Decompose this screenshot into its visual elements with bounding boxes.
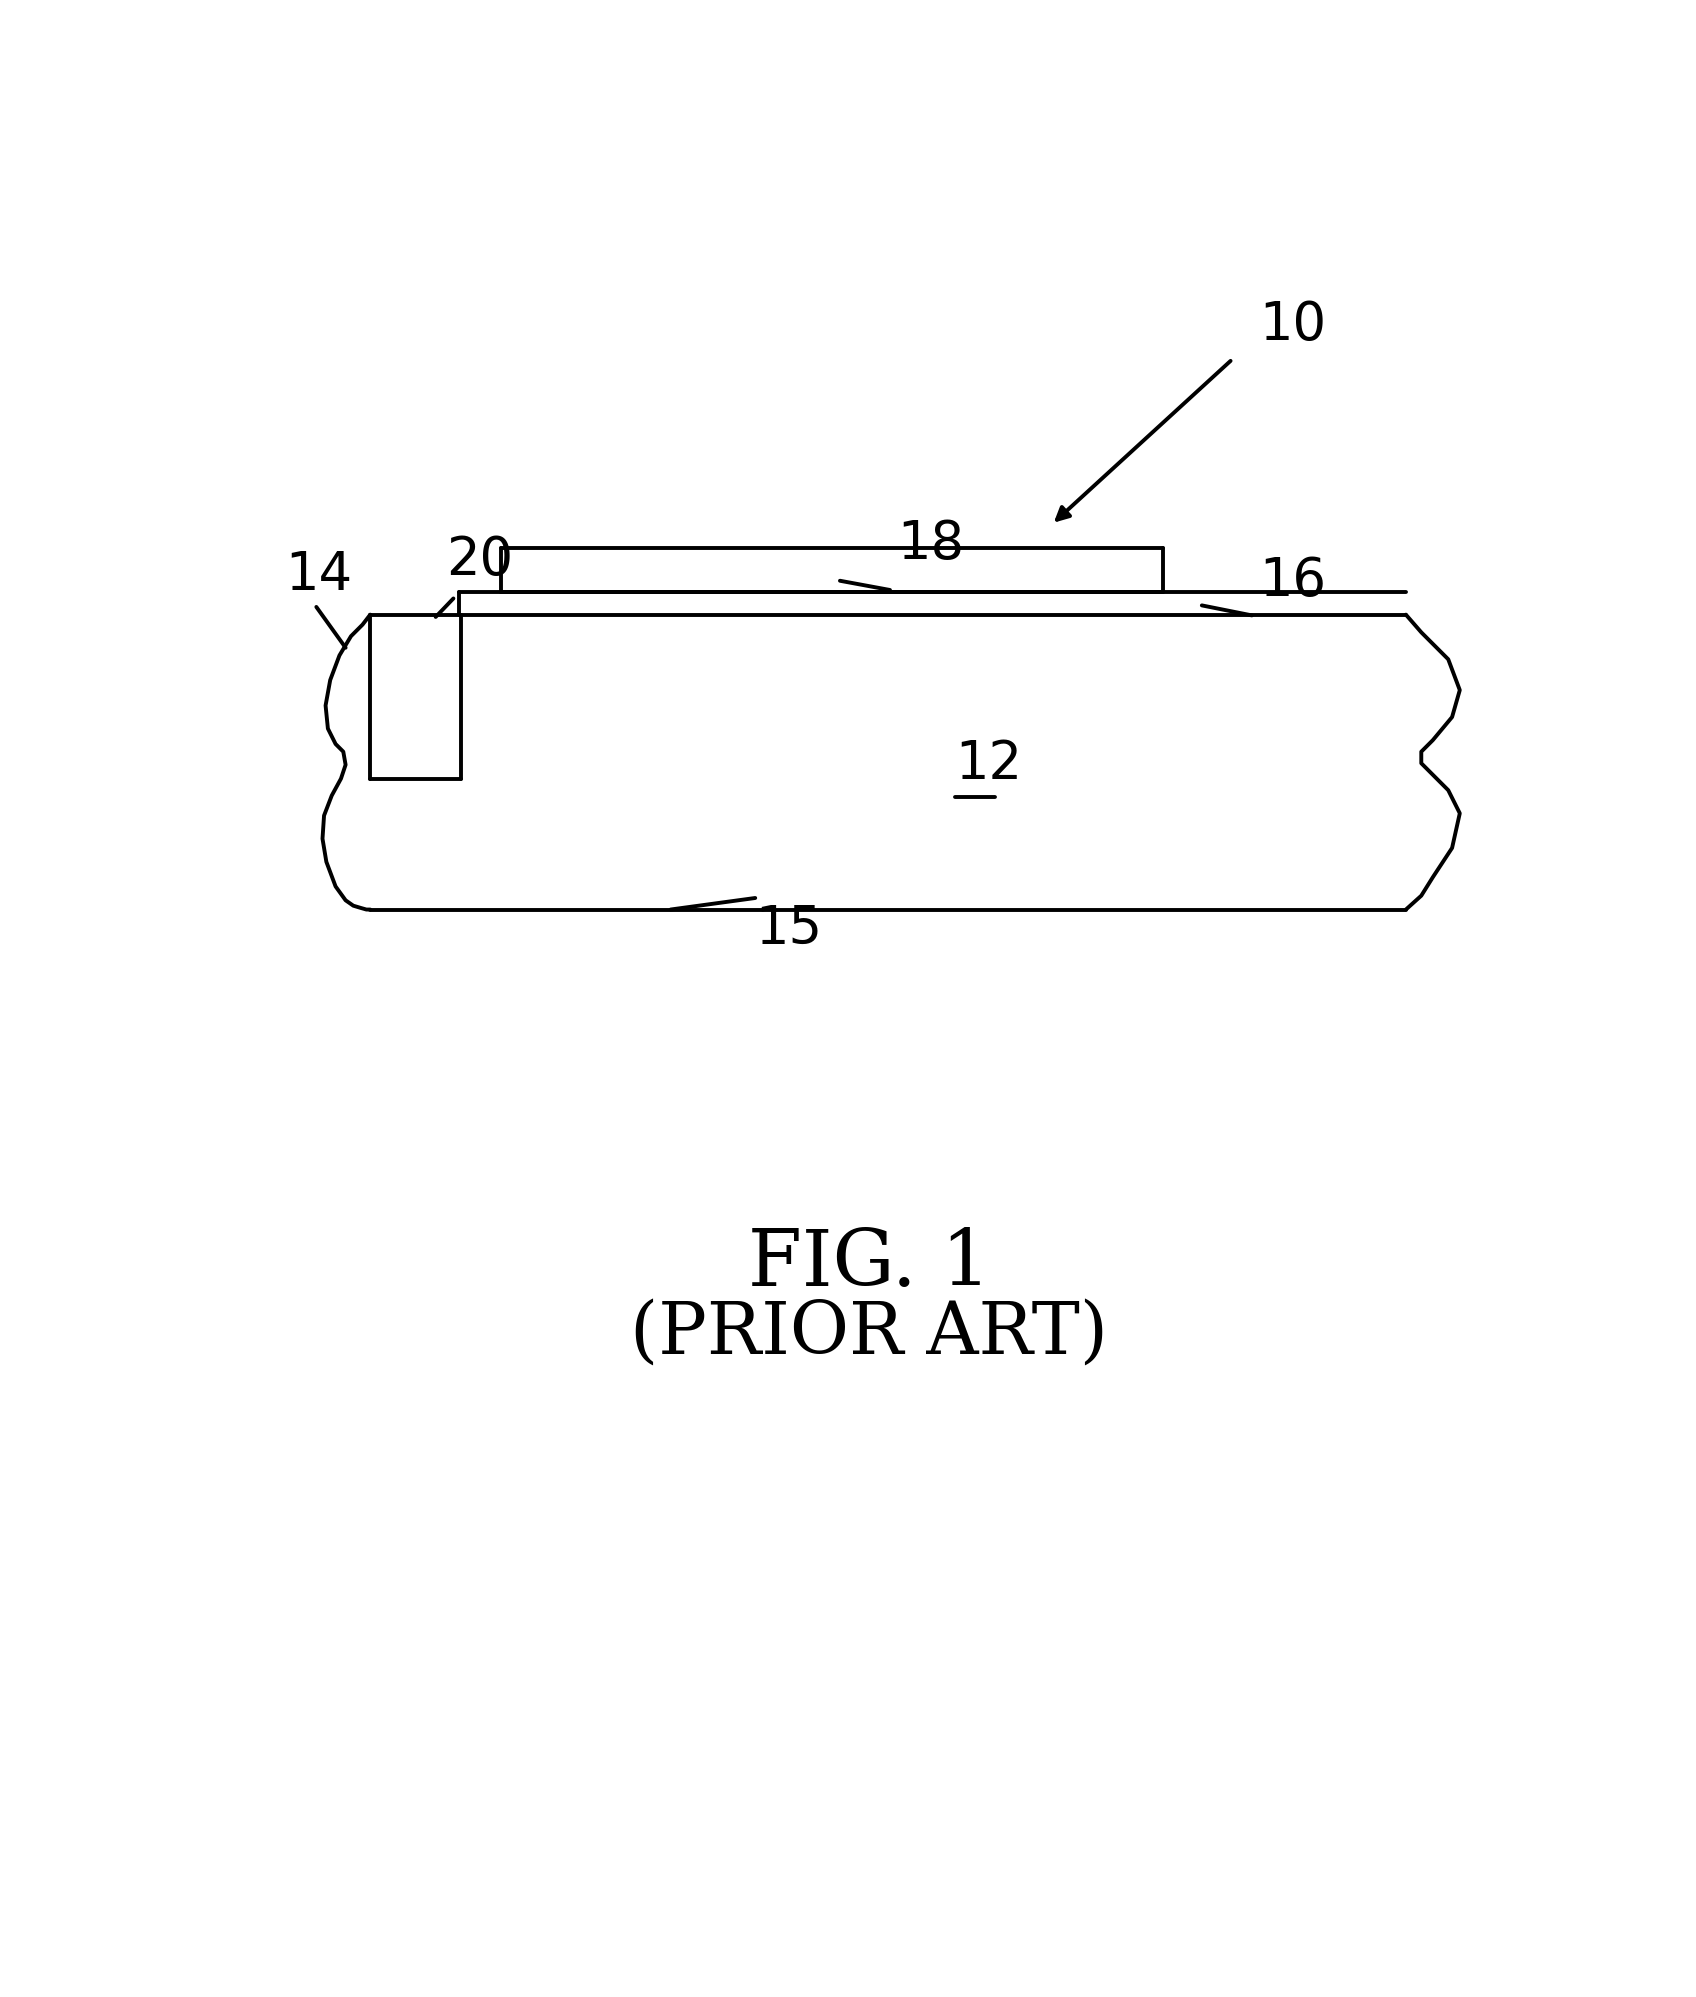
- Text: 20: 20: [446, 535, 512, 587]
- Text: 15: 15: [755, 903, 823, 955]
- Text: 12: 12: [955, 737, 1023, 789]
- Text: 16: 16: [1260, 555, 1326, 607]
- Text: FIG. 1: FIG. 1: [748, 1226, 990, 1302]
- Text: 10: 10: [1260, 300, 1326, 351]
- Text: 14: 14: [285, 549, 353, 601]
- Text: (PRIOR ART): (PRIOR ART): [631, 1298, 1107, 1368]
- Text: 18: 18: [897, 517, 965, 571]
